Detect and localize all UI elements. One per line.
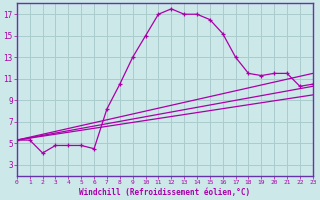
X-axis label: Windchill (Refroidissement éolien,°C): Windchill (Refroidissement éolien,°C) — [79, 188, 250, 197]
